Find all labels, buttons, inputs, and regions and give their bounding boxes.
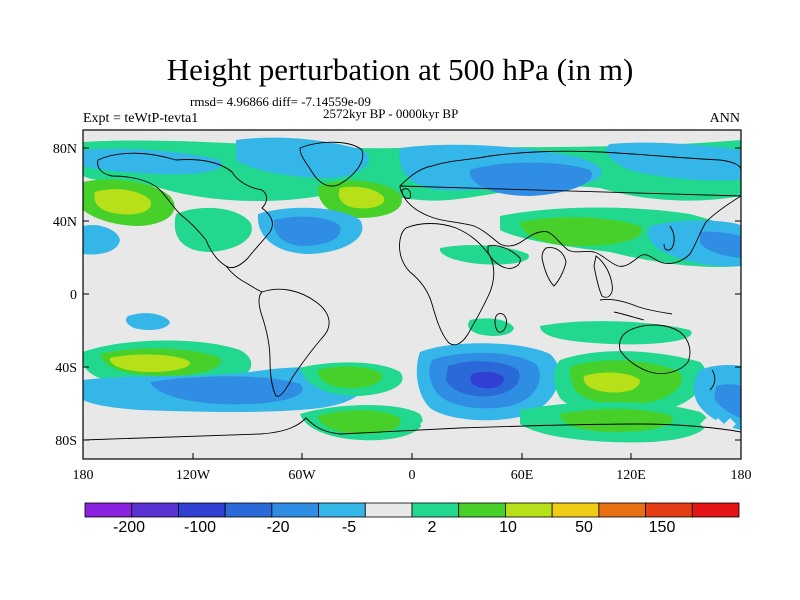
rmsd-diff-stats: rmsd= 4.96866 diff= -7.14559e-09	[190, 94, 371, 109]
coast-north-america	[97, 152, 273, 269]
colorbar-box-5	[271, 502, 319, 518]
plot-title: Height perturbation at 500 hPa (in m)	[166, 52, 634, 87]
coast-uk	[401, 188, 411, 199]
contour-npacific-trough-core	[700, 231, 741, 258]
coast-africa	[399, 223, 495, 346]
contour-siberia-blue	[606, 142, 741, 181]
contour-greenland-low	[236, 137, 369, 178]
contour-field	[83, 130, 741, 459]
contour-satlantic-greencore	[318, 366, 383, 388]
colorbar-labels: -200 -100 -20 -5 2 10 50 150	[113, 519, 675, 536]
lat-label-0: 0	[70, 288, 77, 303]
coast-japan	[663, 225, 675, 251]
lon-label-120w: 120W	[176, 468, 211, 483]
coast-madagascar	[494, 313, 507, 333]
colorbar-label-50: 50	[575, 519, 593, 536]
lat-tick-labels: 80N 40N 0 40S 80S	[53, 142, 77, 449]
lon-label-120e: 120E	[616, 468, 646, 483]
coast-south-america	[258, 288, 330, 397]
contour-namerica-trough-core	[273, 216, 341, 246]
colorbar-box-13	[645, 502, 693, 518]
lon-label-180w: 180	[73, 468, 94, 483]
contour-spacific-high-peak	[109, 354, 191, 372]
colorbar-label-150: 150	[649, 519, 676, 536]
contour-sam-trough-core	[150, 376, 303, 405]
time-period-label: 2572kyr BP - 0000kyr BP	[323, 106, 459, 121]
contour-antarctic-east-core	[560, 408, 673, 432]
lon-label-180e: 180	[731, 468, 752, 483]
coast-greenland	[299, 141, 364, 187]
lat-label-40n: 40N	[53, 215, 77, 230]
lat-label-80n: 80N	[53, 142, 77, 157]
contour-namerica-green	[174, 207, 252, 252]
contour-westpac-trough	[83, 224, 120, 255]
coast-new-zealand	[709, 369, 716, 391]
colorbar-box-8	[411, 502, 460, 518]
coast-arabia	[487, 245, 521, 269]
coast-central-america	[225, 265, 263, 293]
colorbar-box-1	[84, 502, 133, 518]
colorbar-box-4	[224, 502, 273, 518]
experiment-label: Expt = teWtP-tevta1	[83, 111, 199, 126]
colorbar-label-10: 10	[499, 519, 517, 536]
coast-australia	[619, 324, 691, 374]
colorbar-box-10	[505, 502, 553, 518]
colorbar-box-12	[598, 502, 646, 518]
coastlines	[83, 141, 741, 441]
colorbar-box-11	[551, 502, 600, 518]
contour-asia-greencore	[520, 217, 642, 246]
colorbar-label-2: 2	[428, 519, 437, 536]
colorbar-label-neg100: -100	[184, 519, 216, 536]
coast-indonesia	[599, 299, 673, 321]
lon-tick-marks	[82, 453, 742, 459]
lon-tick-labels: 180 120W 60W 0 60E 120E 180	[73, 468, 752, 483]
colorbar-box-9	[458, 502, 506, 518]
contour-africa-green	[439, 245, 529, 265]
contour-australia-high-peak	[583, 372, 640, 393]
lon-label-60e: 60E	[511, 468, 534, 483]
contour-europe-deep	[469, 162, 592, 196]
colorbar-label-neg20: -20	[266, 519, 289, 536]
colorbar	[84, 502, 740, 518]
lon-label-0: 0	[409, 468, 416, 483]
coast-india	[541, 247, 567, 287]
colorbar-box-7	[364, 502, 413, 518]
contour-pacific-blue	[83, 148, 222, 175]
contour-sindian-low-center	[470, 371, 504, 389]
coast-antarctica	[83, 417, 741, 441]
contour-indian-green	[540, 321, 692, 345]
coast-eurasia	[399, 150, 741, 267]
contour-pacific-high-core	[94, 189, 151, 215]
lat-label-80s: 80S	[55, 434, 77, 449]
lon-label-60w: 60W	[288, 468, 316, 483]
season-label: ANN	[709, 111, 740, 126]
colorbar-label-neg5: -5	[342, 519, 356, 536]
coast-se-asia	[593, 255, 613, 298]
colorbar-box-3	[178, 502, 226, 518]
stippled-cells	[420, 324, 736, 442]
contour-atlantic-high-core	[338, 186, 385, 209]
lat-tick-marks	[83, 147, 741, 441]
contour-npacific-trough	[648, 220, 741, 267]
colorbar-box-14	[691, 502, 740, 518]
colorbar-label-neg200: -200	[113, 519, 145, 536]
colorbar-box-6	[318, 502, 366, 518]
colorbar-box-2	[131, 502, 179, 518]
contour-spacific-blue	[126, 313, 170, 330]
contour-spacific-east-deep	[714, 384, 741, 418]
contour-antarctic-greencore	[318, 410, 401, 434]
lat-label-40s: 40S	[55, 361, 77, 376]
